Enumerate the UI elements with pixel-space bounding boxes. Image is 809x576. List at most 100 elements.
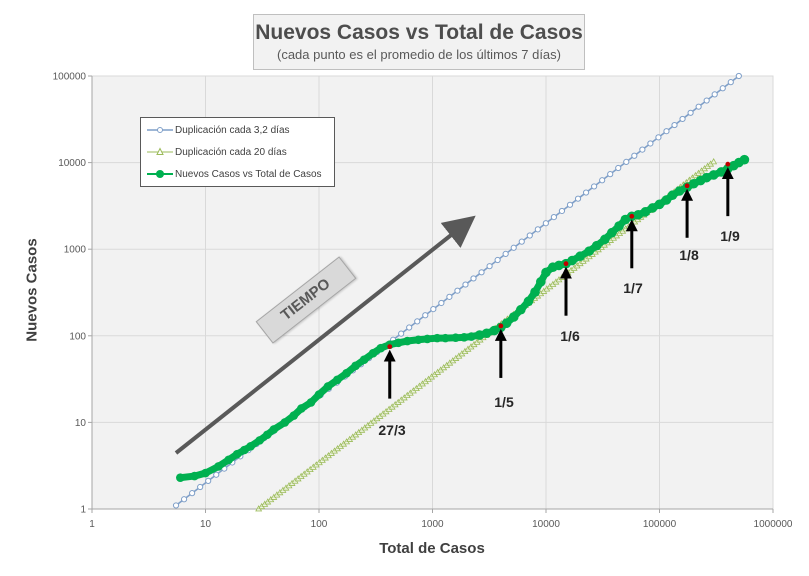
x-tick-label: 10 <box>200 519 212 530</box>
annotation-dot <box>387 344 393 350</box>
data-point <box>647 140 654 147</box>
data-point <box>607 171 614 178</box>
data-point <box>591 183 598 190</box>
x-axis-title: Total de Casos <box>379 540 485 557</box>
annotation-label: 1/7 <box>623 280 643 296</box>
chart-subtitle: (cada punto es el promedio de los último… <box>277 47 561 62</box>
data-point <box>615 164 622 172</box>
data-point <box>534 226 541 233</box>
data-point <box>711 91 718 98</box>
data-point <box>582 189 590 196</box>
data-point <box>710 158 718 165</box>
data-point <box>467 332 476 341</box>
data-point <box>462 281 469 288</box>
annotation-label: 1/9 <box>720 228 740 244</box>
data-point <box>663 128 670 135</box>
y-tick-label: 10 <box>75 418 87 429</box>
data-point <box>394 338 403 348</box>
annotation-dot <box>629 213 635 219</box>
data-point <box>575 251 585 262</box>
data-point <box>197 483 204 491</box>
data-point <box>600 234 610 245</box>
data-point <box>655 134 662 141</box>
annotation-label: 1/6 <box>560 328 580 344</box>
data-point <box>695 103 702 110</box>
data-point <box>451 333 460 343</box>
data-point <box>640 207 651 217</box>
data-point <box>599 177 606 184</box>
data-point <box>739 154 750 165</box>
data-point <box>470 275 477 282</box>
x-tick-label: 1 <box>89 519 95 530</box>
data-point <box>510 244 517 251</box>
data-point <box>526 232 533 239</box>
data-point <box>567 255 577 266</box>
data-point <box>201 468 210 478</box>
data-point <box>314 390 324 399</box>
data-point <box>631 152 638 159</box>
annotation-dot <box>563 261 569 267</box>
data-point <box>262 430 272 440</box>
data-point <box>654 199 665 210</box>
data-point <box>351 361 360 371</box>
data-point <box>558 207 566 215</box>
data-point <box>550 213 558 221</box>
data-point <box>518 238 525 245</box>
data-point <box>679 115 686 123</box>
data-point <box>430 306 437 313</box>
data-point <box>566 201 574 208</box>
y-tick-label: 1 <box>80 505 86 516</box>
legend: Duplicación cada 3,2 días Duplicación ca… <box>140 117 335 187</box>
data-point <box>438 299 445 307</box>
data-point <box>213 471 220 478</box>
data-point <box>735 72 742 80</box>
data-point <box>289 411 299 420</box>
data-point <box>541 267 551 278</box>
data-point <box>280 418 290 427</box>
legend-label: Duplicación cada 3,2 días <box>175 125 290 136</box>
data-point <box>398 330 405 337</box>
data-point <box>607 227 617 238</box>
data-point <box>708 170 719 180</box>
data-point <box>214 462 223 471</box>
data-point <box>189 490 196 497</box>
data-point <box>423 334 432 344</box>
y-tick-label: 10000 <box>58 158 86 169</box>
data-point <box>190 471 199 481</box>
legend-item-series-1: Duplicación cada 20 días <box>141 145 334 161</box>
data-point <box>481 328 492 339</box>
data-point <box>306 398 316 407</box>
data-point <box>224 455 233 465</box>
data-point <box>432 333 442 343</box>
data-point <box>205 477 212 484</box>
x-tick-label: 100 <box>311 519 328 530</box>
data-point <box>614 221 624 231</box>
chart-title-box: Nuevos Casos vs Total de Casos (cada pun… <box>253 14 585 70</box>
data-point <box>255 436 264 445</box>
data-point <box>246 441 255 451</box>
data-point <box>414 318 421 325</box>
data-point <box>403 336 412 346</box>
legend-swatch-circle-icon <box>147 127 173 133</box>
data-point <box>687 109 694 116</box>
annotation-layer <box>383 161 734 399</box>
chart-title: Nuevos Casos vs Total de Casos <box>255 21 583 44</box>
y-axis-title-wrap: Nuevos Casos <box>24 238 41 341</box>
data-point <box>574 195 582 202</box>
data-point <box>376 343 386 353</box>
data-point <box>501 318 512 328</box>
legend-label: Nuevos Casos vs Total de Casos <box>175 169 322 180</box>
data-point <box>172 502 180 509</box>
annotation-label: 1/8 <box>679 247 699 263</box>
data-point <box>516 304 526 315</box>
data-point <box>536 277 546 287</box>
annotation-dot <box>725 161 731 167</box>
data-point <box>406 324 413 331</box>
tiempo-arrow <box>174 215 476 455</box>
data-point <box>240 445 249 455</box>
data-point <box>359 355 369 364</box>
data-point <box>333 375 342 385</box>
data-point <box>176 473 185 482</box>
legend-swatch-filled-circle-icon <box>147 170 173 178</box>
axis-layer: 1 10 100 1000 10000 100000 1000000 1 10 100 1000 10… <box>53 72 793 531</box>
